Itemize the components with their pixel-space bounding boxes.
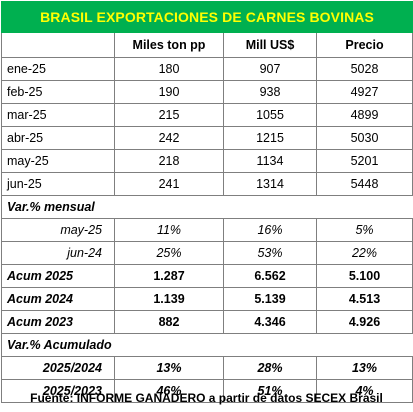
cell-price: 4927 — [315, 80, 413, 104]
cell-volume: 882 — [114, 310, 224, 334]
cell-price: 5448 — [315, 172, 413, 196]
source-note: Fuente: INFORME GANADERO a partir de dat… — [30, 391, 383, 405]
row-label: may-25 — [1, 149, 115, 173]
table-row: jun-25 241 1314 5448 — [1, 172, 413, 196]
row-label: Acum 2024 — [1, 287, 115, 311]
cell-volume: 242 — [114, 126, 224, 150]
row-label: mar-25 — [1, 103, 115, 127]
table-row: 2025/2023 46% 51% 4% — [1, 379, 413, 403]
cell-volume: 218 — [114, 149, 224, 173]
row-label: 2025/2023 — [1, 379, 115, 403]
section-row-var-mensual: Var.% mensual — [0, 195, 413, 219]
row-label: Acum 2025 — [1, 264, 115, 288]
table-row: Acum 2024 1.139 5.139 4.513 — [1, 287, 413, 311]
header-cell-volume: Miles ton pp — [114, 32, 224, 58]
table-row: Acum 2025 1.287 6.562 5.100 — [1, 264, 413, 288]
table-row: jun-24 25% 53% 22% — [1, 241, 413, 265]
cell-value: 1314 — [223, 172, 317, 196]
cell-value: 16% — [223, 218, 317, 242]
table-row: may-25 218 1134 5201 — [1, 149, 413, 173]
cell-value: 6.562 — [223, 264, 317, 288]
table-row: may-25 11% 16% 5% — [1, 218, 413, 242]
row-label: may-25 — [1, 218, 115, 242]
cell-price: 4.513 — [315, 287, 413, 311]
cell-price: 5% — [315, 218, 413, 242]
header-cell-value: Mill US$ — [223, 32, 317, 58]
cell-volume: 1.139 — [114, 287, 224, 311]
row-label: 2025/2024 — [1, 356, 115, 380]
table-row: mar-25 215 1055 4899 — [1, 103, 413, 127]
cell-volume: 215 — [114, 103, 224, 127]
cell-volume: 1.287 — [114, 264, 224, 288]
table-row: abr-25 242 1215 5030 — [1, 126, 413, 150]
section-label: Var.% mensual — [0, 195, 413, 219]
row-label: Acum 2023 — [1, 310, 115, 334]
cell-price: 4% — [315, 379, 413, 403]
header-cell-empty — [1, 32, 115, 58]
table-row: feb-25 190 938 4927 — [1, 80, 413, 104]
cell-price: 13% — [315, 356, 413, 380]
header-cell-price: Precio — [315, 32, 413, 58]
exports-table: BRASIL EXPORTACIONES DE CARNES BOVINAS M… — [0, 1, 413, 403]
cell-volume: 25% — [114, 241, 224, 265]
section-label: Var.% Acumulado — [0, 333, 413, 357]
cell-value: 1215 — [223, 126, 317, 150]
cell-value: 1134 — [223, 149, 317, 173]
cell-value: 5.139 — [223, 287, 317, 311]
cell-volume: 190 — [114, 80, 224, 104]
row-label: abr-25 — [1, 126, 115, 150]
table-row: Acum 2023 882 4.346 4.926 — [1, 310, 413, 334]
table-row: 2025/2024 13% 28% 13% — [1, 356, 413, 380]
cell-price: 22% — [315, 241, 413, 265]
cell-volume: 11% — [114, 218, 224, 242]
row-label: feb-25 — [1, 80, 115, 104]
table-row: ene-25 180 907 5028 — [1, 57, 413, 81]
title-row: BRASIL EXPORTACIONES DE CARNES BOVINAS — [0, 1, 413, 33]
cell-value: 4.346 — [223, 310, 317, 334]
row-label: jun-24 — [1, 241, 115, 265]
cell-value: 28% — [223, 356, 317, 380]
cell-volume: 241 — [114, 172, 224, 196]
cell-value: 1055 — [223, 103, 317, 127]
cell-price: 5030 — [315, 126, 413, 150]
row-label: ene-25 — [1, 57, 115, 81]
cell-value: 907 — [223, 57, 317, 81]
header-row: Miles ton pp Mill US$ Precio — [1, 32, 413, 58]
table-title: BRASIL EXPORTACIONES DE CARNES BOVINAS — [0, 1, 413, 33]
row-label: jun-25 — [1, 172, 115, 196]
section-row-var-acumulado: Var.% Acumulado — [0, 333, 413, 357]
cell-volume: 180 — [114, 57, 224, 81]
cell-value: 938 — [223, 80, 317, 104]
cell-volume: 13% — [114, 356, 224, 380]
cell-price: 4899 — [315, 103, 413, 127]
cell-price: 4.926 — [315, 310, 413, 334]
cell-price: 5.100 — [315, 264, 413, 288]
cell-volume: 46% — [114, 379, 224, 403]
cell-price: 5201 — [315, 149, 413, 173]
cell-price: 5028 — [315, 57, 413, 81]
cell-value: 53% — [223, 241, 317, 265]
